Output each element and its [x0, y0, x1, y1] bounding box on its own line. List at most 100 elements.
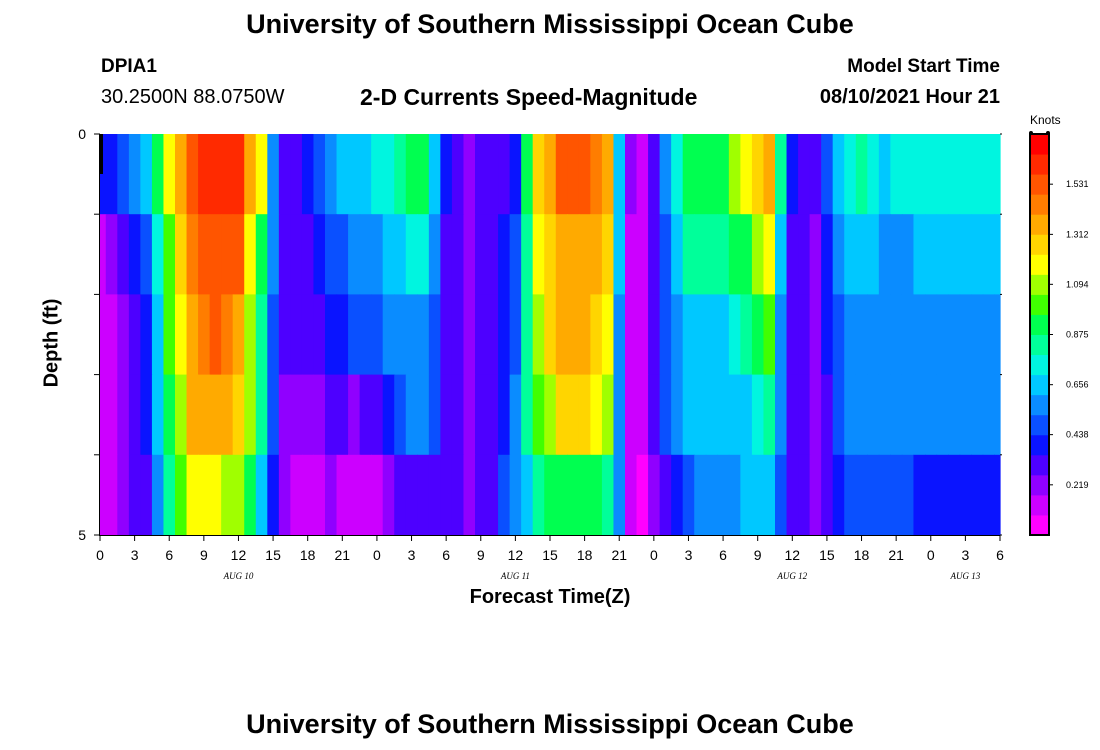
heatmap-cell — [417, 134, 430, 215]
heatmap-cell — [763, 454, 776, 536]
colorbar-tick-label: 1.094 — [1066, 279, 1089, 289]
heatmap-cell — [221, 134, 234, 215]
heatmap-cell — [786, 454, 799, 536]
x-axis-label: Forecast Time(Z) — [469, 586, 631, 608]
heatmap-cell — [348, 134, 361, 215]
heatmap-cell — [509, 454, 522, 536]
heatmap-cell — [786, 134, 799, 215]
x-tick-label: 9 — [477, 547, 485, 563]
heatmap-cell — [186, 134, 199, 215]
heatmap-cell — [498, 214, 511, 295]
heatmap-cell — [544, 134, 557, 215]
heatmap-cell — [809, 454, 822, 536]
heatmap-cell — [890, 214, 903, 295]
colorbar-swatch — [1030, 274, 1049, 295]
heatmap-cell — [705, 454, 718, 536]
heatmap-cell — [128, 294, 141, 376]
heatmap-cell — [221, 374, 234, 456]
heatmap-cell — [175, 214, 188, 295]
colorbar-swatch — [1030, 454, 1049, 476]
x-tick-label: 0 — [96, 547, 104, 563]
heatmap-cell — [151, 214, 165, 295]
heatmap-cell — [948, 374, 961, 456]
x-tick-label: 0 — [650, 547, 658, 563]
x-tick-label: 21 — [611, 547, 627, 563]
heatmap-cell — [740, 374, 753, 456]
heatmap-cell — [786, 214, 799, 295]
x-tick-label: 12 — [231, 547, 247, 563]
heatmap-cell — [625, 214, 638, 295]
heatmap-cell — [959, 454, 972, 536]
heatmap-axes: 050 3 6 9 12 15 18 21 0 3 6 9 12 15 18 21 0 3 6 9 12 15 18 21 0 3… — [78, 126, 1004, 581]
heatmap-cell — [751, 374, 765, 456]
heatmap-cell — [925, 374, 938, 456]
heatmap-cell — [140, 294, 153, 376]
x-tick-label: 6 — [996, 547, 1004, 563]
colorbar-swatch — [1030, 314, 1049, 335]
heatmap-cell — [451, 134, 465, 215]
heatmap-cell — [105, 294, 118, 376]
heatmap-cell — [175, 294, 188, 376]
colorbar-tick-label: 1.531 — [1066, 179, 1089, 189]
heatmap-cell — [128, 454, 141, 536]
heatmap-cell — [728, 214, 741, 295]
heatmap-cell — [994, 454, 1001, 536]
heatmap-cell — [382, 134, 395, 215]
heatmap-cell — [971, 214, 984, 295]
heatmap-cell — [451, 454, 465, 536]
model-start-label: Model Start Time — [847, 56, 1000, 77]
heatmap-cell — [948, 294, 961, 376]
heatmap-cell — [175, 134, 188, 215]
heatmap-cell — [463, 134, 476, 215]
heatmap-cell — [763, 134, 776, 215]
colorbar-corner — [1046, 131, 1050, 135]
heatmap-cell — [359, 374, 372, 456]
heatmap-cell — [913, 454, 926, 536]
heatmap-cell — [359, 454, 372, 536]
colorbar-units: Knots — [1030, 113, 1061, 127]
heatmap-cell — [371, 214, 384, 295]
x-tick-label: 6 — [165, 547, 173, 563]
heatmap-cell — [648, 134, 661, 215]
heatmap-cell — [590, 134, 603, 215]
heatmap-cell — [798, 214, 811, 295]
heatmap-cell — [890, 454, 903, 536]
heatmap-cell — [440, 214, 453, 295]
heatmap-cell — [994, 134, 1001, 215]
heatmap-cell — [267, 134, 280, 215]
heatmap-cell — [878, 374, 891, 456]
heatmap-cell — [913, 134, 926, 215]
heatmap-cell — [567, 374, 580, 456]
heatmap-cell — [855, 454, 868, 536]
heatmap-cell — [532, 294, 545, 376]
heatmap-cell — [613, 134, 626, 215]
heatmap-cell — [705, 134, 718, 215]
heatmap-cell — [821, 214, 834, 295]
colorbar-tick-label: 0.656 — [1066, 380, 1089, 390]
heatmap-cell — [105, 134, 118, 215]
heatmap-cell — [936, 134, 949, 215]
heatmap-cell — [186, 214, 199, 295]
heatmap-cell — [613, 374, 626, 456]
heatmap-cell — [671, 294, 684, 376]
heatmap-cell — [163, 214, 176, 295]
heatmap-cell — [417, 214, 430, 295]
heatmap-cell — [844, 454, 857, 536]
heatmap-cell — [775, 134, 788, 215]
heatmap-cell — [232, 374, 245, 456]
heatmap-cell — [290, 294, 303, 376]
heatmap-cell — [417, 294, 430, 376]
heatmap-cell — [705, 374, 718, 456]
heatmap-cell — [382, 454, 395, 536]
heatmap-cell — [475, 134, 488, 215]
heatmap-cell — [301, 134, 315, 215]
heatmap-cell — [394, 454, 407, 536]
heatmap-cell — [578, 214, 591, 295]
heatmap-cell — [359, 134, 372, 215]
heatmap-cell — [901, 134, 915, 215]
heatmap-cell — [832, 294, 845, 376]
heatmap-cell — [140, 214, 153, 295]
heatmap-cell — [117, 294, 130, 376]
heatmap-cell — [313, 454, 326, 536]
